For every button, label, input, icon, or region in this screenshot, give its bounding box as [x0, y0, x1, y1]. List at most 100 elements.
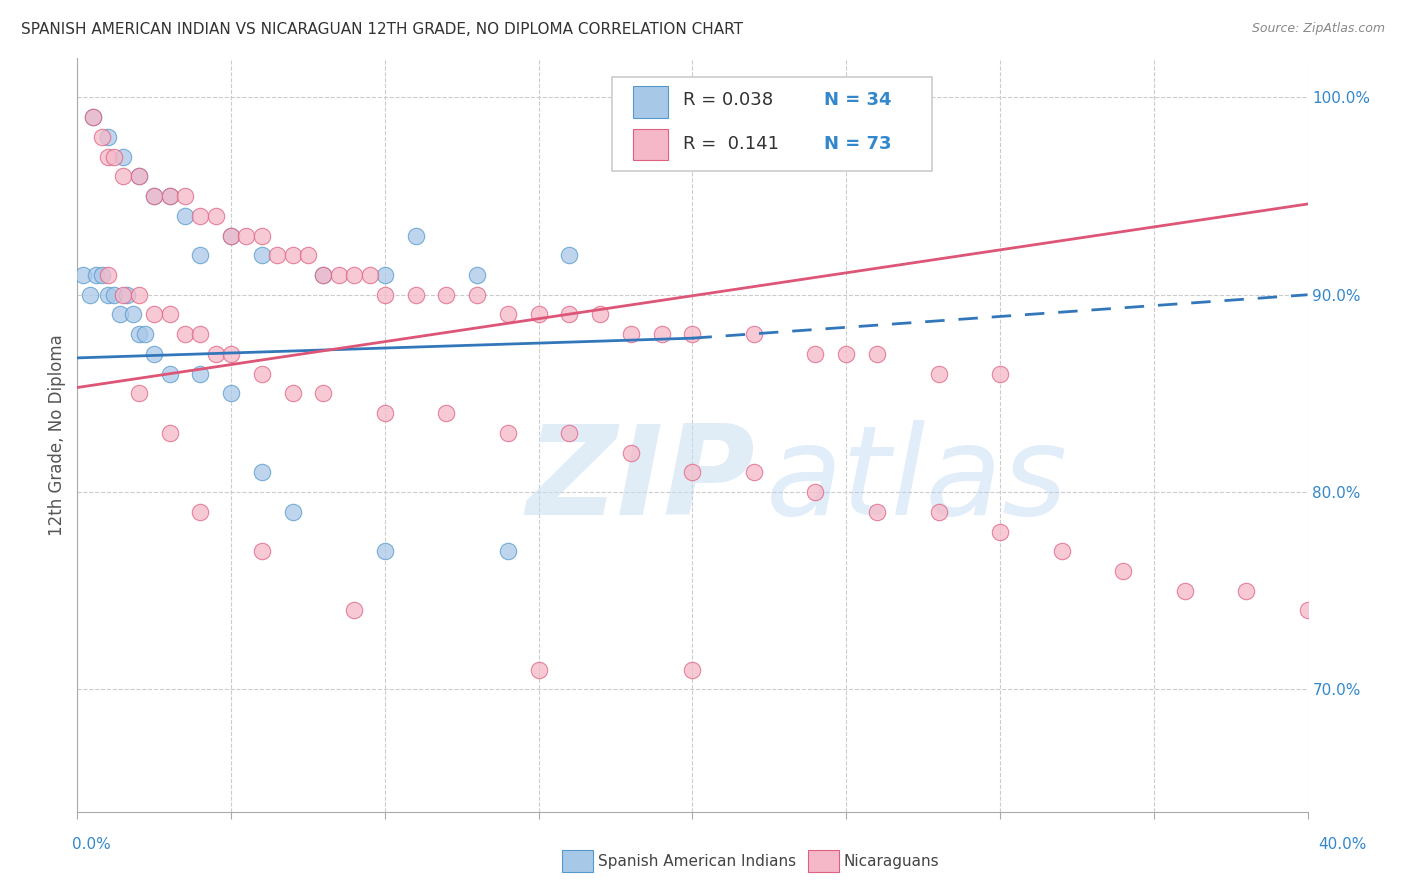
Point [134, 327, 156, 342]
Point [128, 169, 150, 184]
Point [159, 425, 181, 440]
Point [866, 505, 889, 519]
Point [97, 287, 120, 301]
Point [250, 544, 273, 558]
Point [1112, 564, 1135, 578]
Point [90, 129, 114, 144]
Point [219, 228, 242, 243]
Point [804, 485, 827, 500]
Text: ZIP: ZIP [526, 419, 755, 541]
Point [328, 268, 350, 282]
Bar [634, 128, 668, 161]
Point [281, 248, 304, 262]
Point [204, 347, 226, 361]
Point [84, 268, 107, 282]
Point [620, 445, 643, 459]
Point [97, 129, 120, 144]
Point [804, 347, 827, 361]
Bar [634, 87, 668, 118]
Point [188, 209, 212, 223]
Point [651, 327, 673, 342]
Point [988, 367, 1011, 381]
Point [343, 603, 366, 617]
Point [143, 189, 166, 203]
FancyBboxPatch shape [613, 77, 932, 171]
Point [72, 268, 94, 282]
Point [159, 367, 181, 381]
Point [558, 308, 581, 322]
Point [436, 406, 458, 420]
Point [558, 248, 581, 262]
Point [374, 287, 396, 301]
Point [115, 287, 138, 301]
Text: SPANISH AMERICAN INDIAN VS NICARAGUAN 12TH GRADE, NO DIPLOMA CORRELATION CHART: SPANISH AMERICAN INDIAN VS NICARAGUAN 12… [21, 22, 744, 37]
Point [405, 287, 427, 301]
Point [112, 287, 135, 301]
Point [266, 248, 288, 262]
Point [235, 228, 257, 243]
Point [620, 327, 643, 342]
Point [281, 386, 304, 401]
Point [159, 189, 181, 203]
Point [79, 287, 101, 301]
Point [97, 150, 120, 164]
Point [742, 466, 765, 480]
Text: R = 0.038: R = 0.038 [683, 91, 773, 109]
Text: N = 73: N = 73 [824, 135, 891, 153]
Point [496, 544, 519, 558]
Point [128, 327, 150, 342]
Point [82, 110, 104, 124]
Text: atlas: atlas [766, 419, 1069, 541]
Point [90, 268, 114, 282]
Point [188, 248, 212, 262]
Point [312, 268, 335, 282]
Point [496, 308, 519, 322]
Point [250, 367, 273, 381]
Text: 40.0%: 40.0% [1319, 837, 1367, 852]
Point [128, 169, 150, 184]
Point [82, 110, 104, 124]
Point [110, 308, 132, 322]
Point [128, 287, 150, 301]
Point [112, 150, 135, 164]
Point [174, 327, 197, 342]
Point [988, 524, 1011, 539]
Point [188, 327, 212, 342]
Text: R =  0.141: R = 0.141 [683, 135, 779, 153]
Point [928, 367, 950, 381]
Point [281, 505, 304, 519]
Point [143, 189, 166, 203]
Point [174, 209, 197, 223]
Point [97, 268, 120, 282]
Point [558, 425, 581, 440]
Point [103, 150, 125, 164]
Point [128, 386, 150, 401]
Text: Nicaraguans: Nicaraguans [844, 855, 939, 869]
Point [219, 347, 242, 361]
Point [436, 287, 458, 301]
Point [1050, 544, 1073, 558]
Point [1296, 603, 1319, 617]
Point [465, 268, 488, 282]
Point [374, 268, 396, 282]
Point [250, 466, 273, 480]
Text: 0.0%: 0.0% [72, 837, 111, 852]
Point [527, 663, 550, 677]
Point [742, 327, 765, 342]
Point [219, 228, 242, 243]
Point [496, 425, 519, 440]
Point [188, 367, 212, 381]
Point [835, 347, 858, 361]
Point [527, 308, 550, 322]
Point [1234, 583, 1257, 598]
Point [1174, 583, 1197, 598]
Point [103, 287, 125, 301]
Point [112, 169, 135, 184]
Point [188, 505, 212, 519]
Point [465, 287, 488, 301]
Y-axis label: 12th Grade, No Diploma: 12th Grade, No Diploma [48, 334, 66, 536]
Point [682, 327, 704, 342]
Point [343, 268, 366, 282]
Point [159, 189, 181, 203]
Point [174, 189, 197, 203]
